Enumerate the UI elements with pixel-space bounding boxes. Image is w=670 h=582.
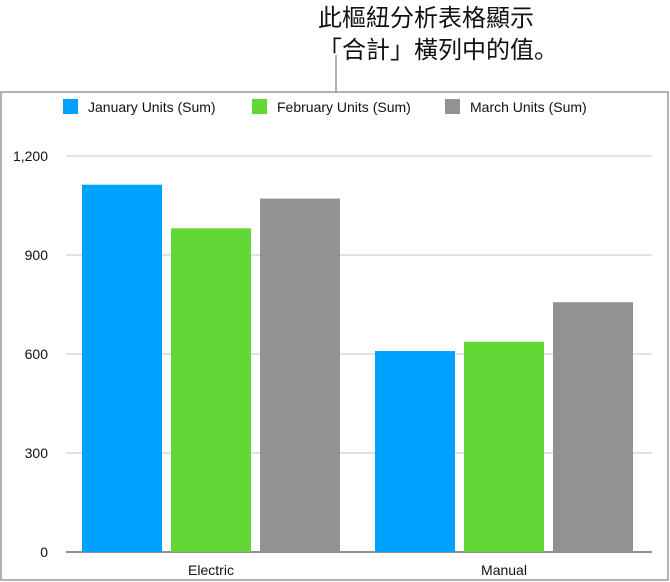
- y-tick-label: 0: [40, 544, 48, 560]
- chart-frame: [0, 91, 669, 581]
- bar-manual-3: [553, 302, 633, 552]
- y-tick-label: 600: [25, 346, 49, 362]
- bar-manual-2: [464, 341, 544, 552]
- callout-line-2: 「合計」橫列中的值。: [318, 36, 558, 64]
- y-tick-label: 900: [25, 247, 49, 263]
- callout-line-1: 此樞紐分析表格顯示: [318, 4, 534, 32]
- bar-electric-3: [260, 198, 340, 552]
- legend-swatch: [63, 99, 78, 114]
- bar-electric-2: [171, 228, 251, 552]
- bar-manual-1: [375, 351, 455, 552]
- legend-label: February Units (Sum): [277, 99, 411, 115]
- legend-label: January Units (Sum): [88, 99, 216, 115]
- y-tick-label: 300: [25, 445, 49, 461]
- legend-swatch: [252, 99, 267, 114]
- bar-electric-1: [82, 184, 162, 552]
- legend-label: March Units (Sum): [470, 99, 587, 115]
- x-tick-label: Electric: [188, 562, 234, 578]
- x-tick-label: Manual: [481, 562, 527, 578]
- legend-swatch: [445, 99, 460, 114]
- callout-annotation: 此樞紐分析表格顯示 「合計」橫列中的值。: [318, 2, 558, 66]
- y-tick-label: 1,200: [13, 148, 48, 164]
